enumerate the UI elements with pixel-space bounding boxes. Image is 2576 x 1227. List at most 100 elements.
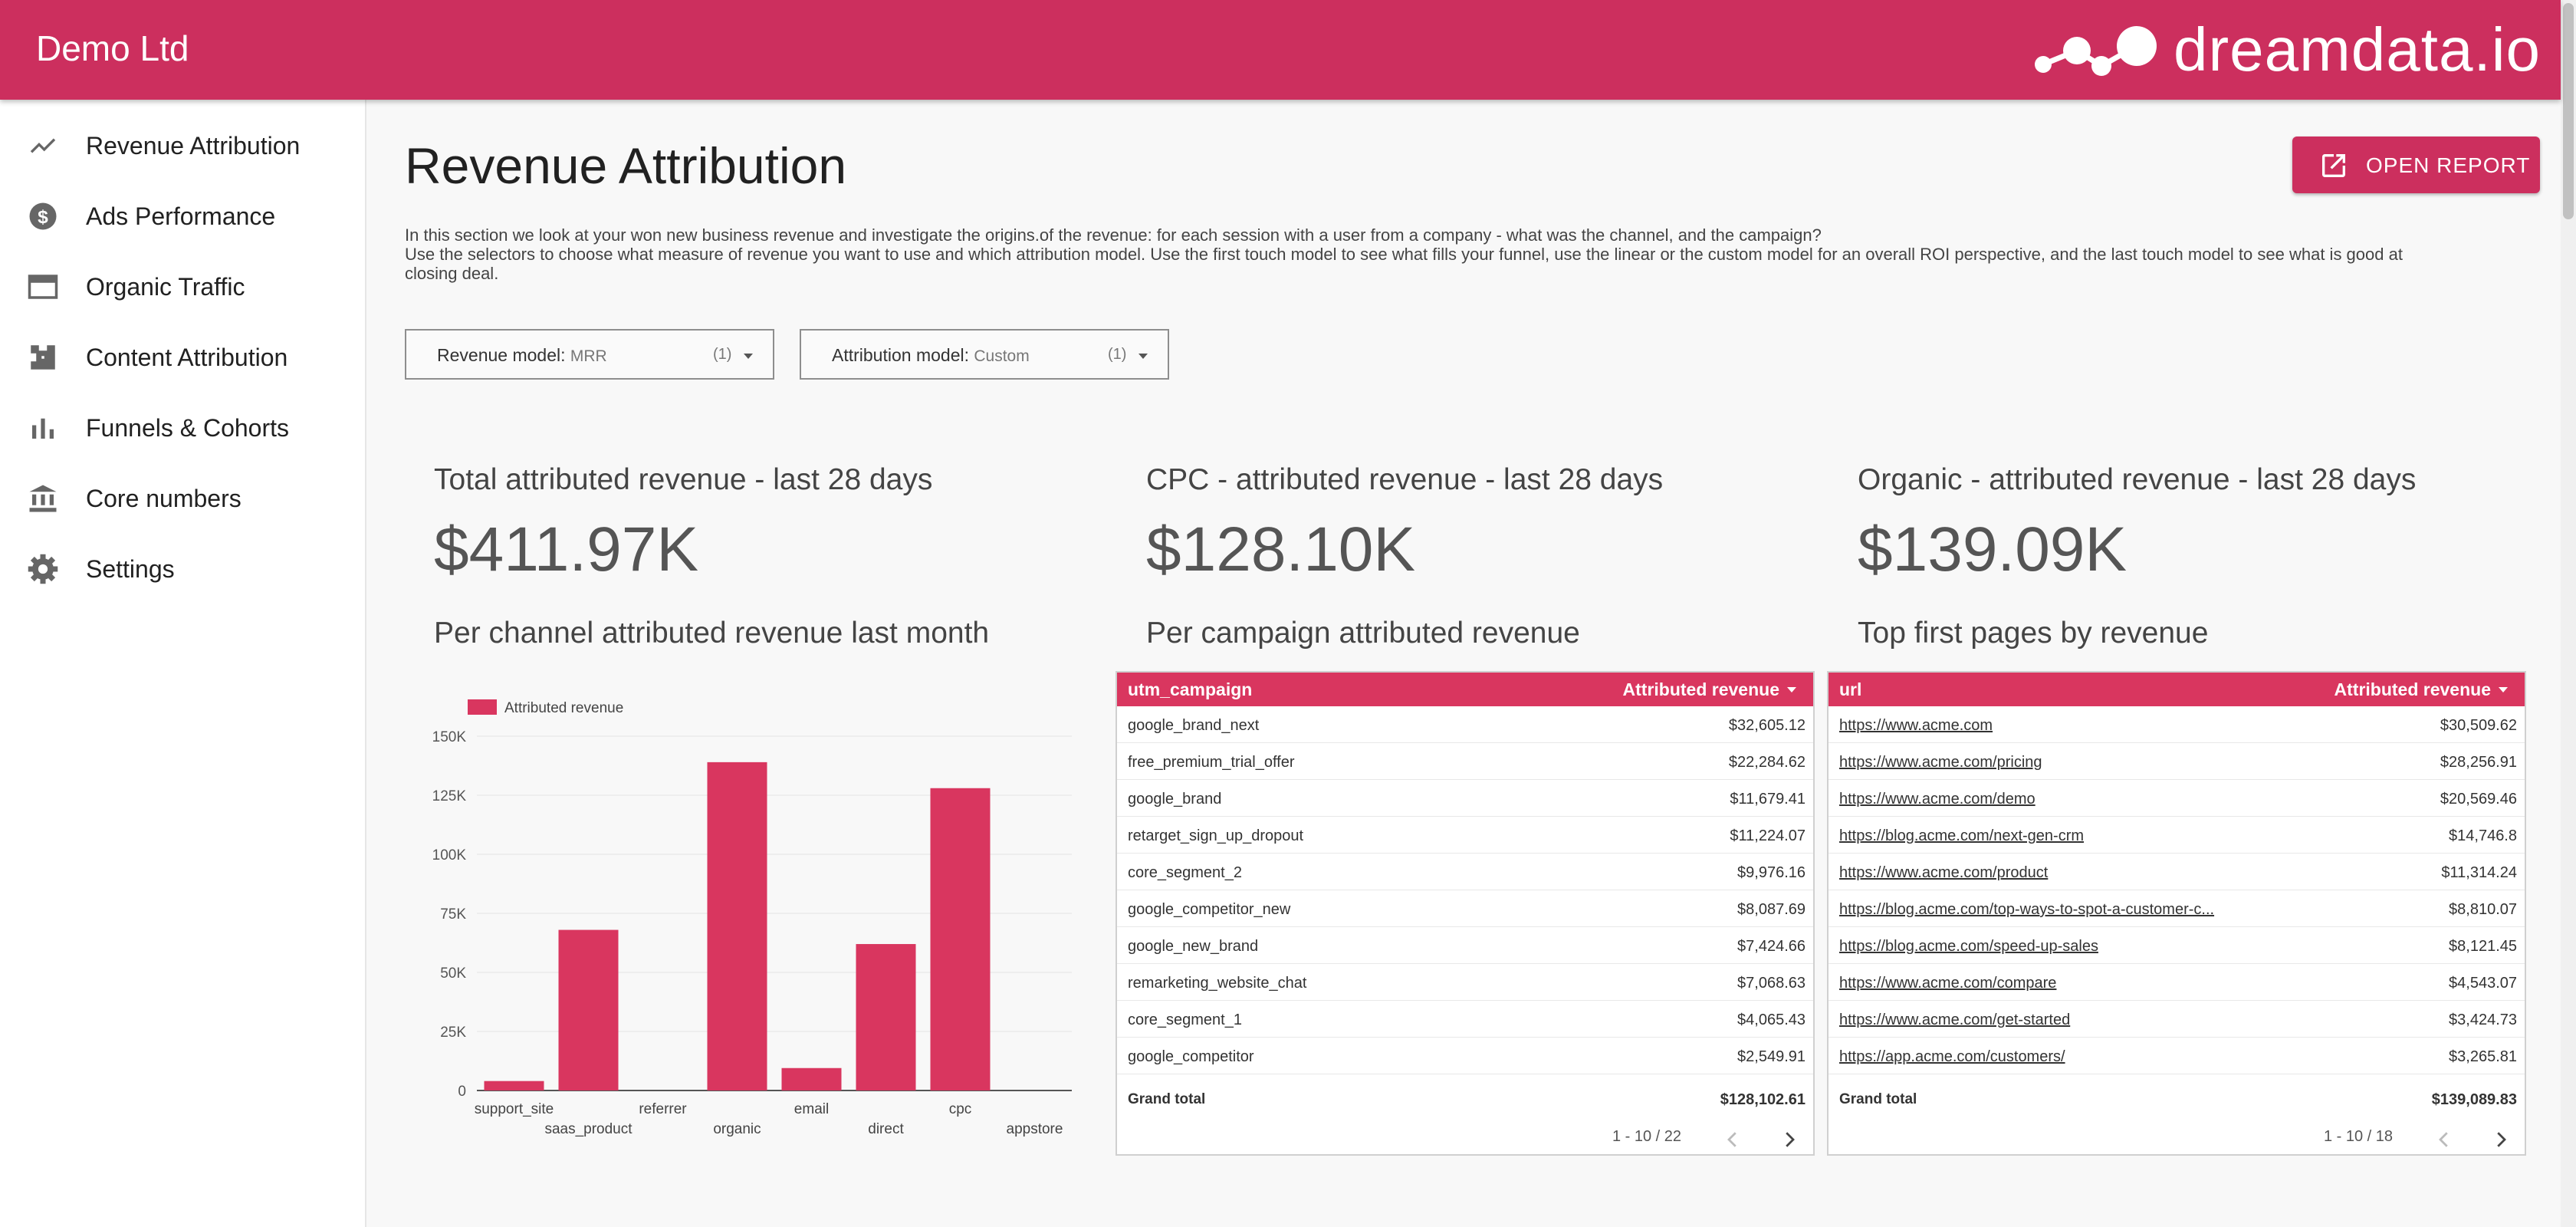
attribution-model-selector[interactable]: Attribution model: Custom (1) (800, 329, 1169, 380)
revenue-value: $32,605.12 (1728, 717, 1806, 734)
table-body: google_brand_next $32,605.12 free_premium_… (1117, 706, 1813, 1074)
column-header-campaign[interactable]: utm_campaign (1128, 679, 1253, 699)
table-row[interactable]: https://app.acme.com/customers/ $3,265.81 (1829, 1038, 2525, 1074)
url-link[interactable]: https://www.acme.com/get-started (1839, 1012, 2071, 1028)
browser-window-icon (26, 270, 60, 304)
chevron-left-icon[interactable] (2433, 1128, 2456, 1151)
url-link[interactable]: https://app.acme.com/customers/ (1839, 1048, 2065, 1065)
y-tick-label: 25K (440, 1025, 466, 1041)
pager-range: 1 - 10 / 22 (1612, 1128, 1681, 1145)
kpi-value-total: $411.97K (434, 515, 699, 584)
company-name: Demo Ltd (36, 28, 189, 68)
table-row[interactable]: https://blog.acme.com/speed-up-sales $8,1… (1829, 927, 2525, 964)
table-row[interactable]: google_competitor $2,549.91 (1117, 1038, 1813, 1074)
puzzle-icon (26, 340, 60, 374)
x-tick-label: support_site (475, 1101, 554, 1117)
column-header-revenue[interactable]: Attributed revenue (2334, 679, 2491, 699)
table-row[interactable]: google_brand_next $32,605.12 (1117, 706, 1813, 743)
legend-label: Attributed revenue (504, 700, 623, 716)
url-link[interactable]: https://blog.acme.com/next-gen-crm (1839, 827, 2085, 844)
x-tick-label: cpc (949, 1101, 972, 1117)
table-row[interactable]: core_segment_2 $9,976.16 (1117, 854, 1813, 890)
url-link[interactable]: https://www.acme.com (1839, 717, 1993, 734)
table-row[interactable]: https://blog.acme.com/next-gen-crm $14,74… (1829, 817, 2525, 854)
campaign-name: google_new_brand (1128, 938, 1259, 955)
url-link[interactable]: https://www.acme.com/pricing (1839, 754, 2042, 771)
selector-value: MRR (570, 347, 607, 365)
table-row[interactable]: google_new_brand $7,424.66 (1117, 927, 1813, 964)
table-row[interactable]: https://blog.acme.com/top-ways-to-spot-a… (1829, 890, 2525, 927)
sidebar-item-label: Revenue Attribution (86, 131, 301, 160)
url-link[interactable]: https://www.acme.com/product (1839, 864, 2049, 881)
table-row[interactable]: google_competitor_new $8,087.69 (1117, 890, 1813, 927)
bar-direct (856, 944, 916, 1090)
sidebar-item-revenue-attribution[interactable]: Revenue Attribution (0, 115, 366, 176)
revenue-value: $8,121.45 (2449, 938, 2517, 955)
selector-count: (1) (713, 346, 732, 363)
intro-paragraph: Use the selectors to choose what measure… (405, 245, 2403, 283)
sidebar-item-label: Organic Traffic (86, 272, 245, 301)
table-row[interactable]: https://www.acme.com/demo $20,569.46 (1829, 780, 2525, 817)
page-scrollbar[interactable] (2561, 0, 2576, 1227)
sort-desc-icon[interactable] (2499, 687, 2508, 692)
table-row[interactable]: https://www.acme.com $30,509.62 (1829, 706, 2525, 743)
revenue-value: $14,746.8 (2449, 827, 2517, 844)
logo-text: dreamdata.io (2174, 15, 2541, 84)
url-link[interactable]: https://www.acme.com/compare (1839, 975, 2057, 992)
chevron-right-icon[interactable] (2489, 1128, 2512, 1151)
revenue-value: $28,256.91 (2440, 754, 2517, 771)
intro-text: In this section we look at your won new … (405, 225, 2429, 283)
revenue-value: $3,424.73 (2449, 1012, 2517, 1028)
table-row[interactable]: google_brand $11,679.41 (1117, 780, 1813, 817)
x-tick-label: organic (713, 1121, 761, 1137)
sidebar-item-label: Funnels & Cohorts (86, 413, 290, 442)
sidebar-item-organic-traffic[interactable]: Organic Traffic (0, 256, 366, 317)
main-content: Revenue Attribution OPEN REPORT In this … (368, 100, 2561, 1227)
bar-saas_product (558, 929, 619, 1090)
dreamdata-logo[interactable]: dreamdata.io (2031, 15, 2541, 84)
table-header: url Attributed revenue (1829, 673, 2525, 706)
table-row[interactable]: remarketing_website_chat $7,068.63 (1117, 964, 1813, 1001)
table-pager: 1 - 10 / 22 (1117, 1122, 1813, 1156)
sidebar-item-funnels-cohorts[interactable]: Funnels & Cohorts (0, 397, 366, 459)
y-tick-label: 50K (440, 965, 466, 982)
revenue-model-selector[interactable]: Revenue model: MRR (1) (405, 329, 774, 380)
url-link[interactable]: https://www.acme.com/demo (1839, 791, 2036, 808)
open-report-button[interactable]: OPEN REPORT (2292, 137, 2540, 193)
revenue-value: $2,549.91 (1737, 1048, 1806, 1065)
sidebar-item-settings[interactable]: Settings (0, 538, 366, 600)
column-header-revenue[interactable]: Attributed revenue (1622, 679, 1779, 699)
sort-desc-icon[interactable] (1787, 687, 1796, 692)
campaign-name: google_competitor_new (1128, 901, 1291, 918)
chevron-right-icon[interactable] (1778, 1128, 1801, 1151)
campaign-name: google_competitor (1128, 1048, 1254, 1065)
sidebar-item-core-numbers[interactable]: Core numbers (0, 468, 366, 529)
table-header: utm_campaign Attributed revenue (1117, 673, 1813, 706)
table-row[interactable]: retarget_sign_up_dropout $11,224.07 (1117, 817, 1813, 854)
sidebar-item-label: Settings (86, 554, 175, 583)
url-link[interactable]: https://blog.acme.com/top-ways-to-spot-a… (1839, 901, 2215, 918)
campaign-name: retarget_sign_up_dropout (1128, 827, 1304, 844)
y-tick-label: 100K (432, 847, 467, 864)
sidebar-item-ads-performance[interactable]: $ Ads Performance (0, 186, 366, 247)
table-row[interactable]: https://www.acme.com/pricing $28,256.91 (1829, 743, 2525, 780)
table-row[interactable]: core_segment_1 $4,065.43 (1117, 1001, 1813, 1038)
revenue-value: $11,679.41 (1730, 791, 1806, 808)
scrollbar-thumb[interactable] (2563, 3, 2574, 219)
campaign-name: core_segment_1 (1128, 1012, 1242, 1028)
table-row[interactable]: free_premium_trial_offer $22,284.62 (1117, 743, 1813, 780)
kpi-title-cpc: CPC - attributed revenue - last 28 days (1146, 463, 1664, 496)
column-header-url[interactable]: url (1839, 679, 1862, 699)
sidebar-item-label: Core numbers (86, 484, 242, 512)
kpi-value-cpc: $128.10K (1146, 515, 1416, 584)
chevron-left-icon[interactable] (1721, 1128, 1744, 1151)
table-row[interactable]: https://www.acme.com/get-started $3,424.7… (1829, 1001, 2525, 1038)
y-tick-label: 75K (440, 906, 466, 923)
bank-icon (26, 482, 60, 515)
url-link[interactable]: https://blog.acme.com/speed-up-sales (1839, 938, 2098, 955)
legend-swatch (468, 699, 497, 715)
grand-total-value: $128,102.61 (1720, 1091, 1806, 1108)
table-row[interactable]: https://www.acme.com/compare $4,543.07 (1829, 964, 2525, 1001)
table-row[interactable]: https://www.acme.com/product $11,314.24 (1829, 854, 2525, 890)
sidebar-item-content-attribution[interactable]: Content Attribution (0, 327, 366, 388)
